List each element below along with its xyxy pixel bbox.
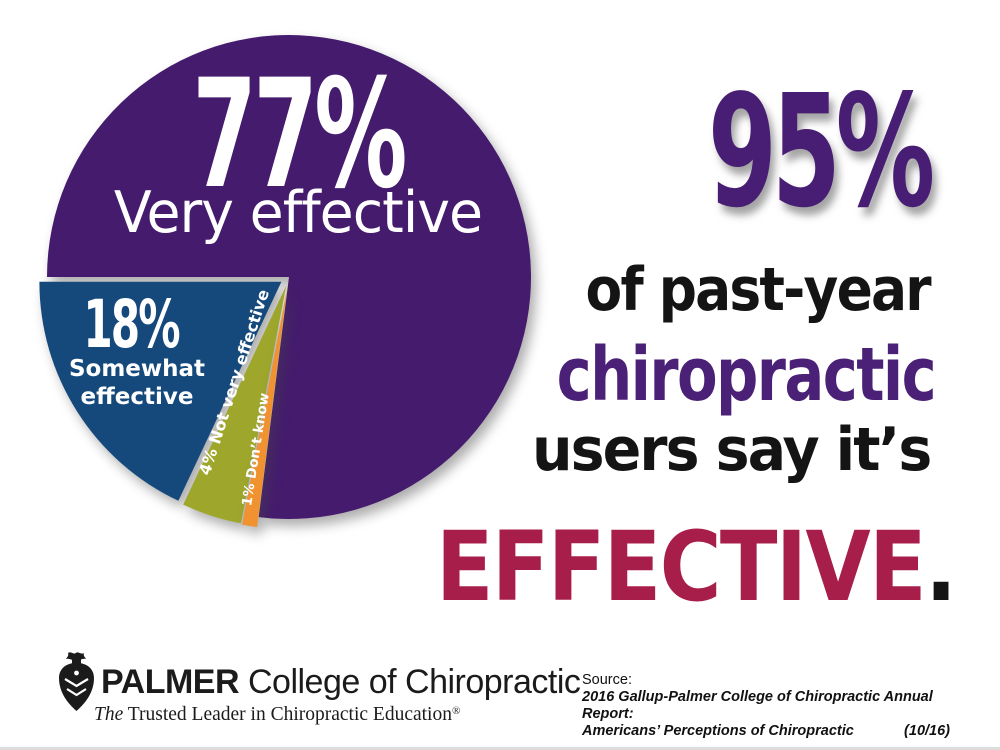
source-report-subtitle-row: Americans’ Perceptions of Chiropractic (…: [582, 723, 950, 740]
tagline-text: Trusted Leader in Chiropractic Education: [123, 704, 452, 725]
registered-mark: ®: [451, 705, 461, 717]
bottom-edge-strip: [0, 747, 1000, 750]
pie-slice-very-effective: [47, 35, 531, 520]
pie-label-77-pct: 77%: [192, 48, 407, 222]
source-date: (10/16): [904, 722, 950, 739]
pie-slice-not-very-effective: [183, 285, 287, 524]
palmer-tagline: The Trusted Leader in Chiropractic Educa…: [94, 705, 460, 725]
source-report-subtitle: Americans’ Perceptions of Chiropractic: [582, 722, 854, 739]
source-label: Source:: [582, 672, 632, 688]
pie-label-somewhat-effective: Somewhat effective: [53, 355, 221, 411]
palmer-crest-icon: [59, 652, 94, 711]
headline-line-chiropractic: chiropractic: [556, 332, 937, 418]
palmer-logo-rest: College of Chiropractic: [239, 663, 581, 701]
pie-slice-dont-know: [242, 286, 288, 527]
headline-line-users-say-its: users say it’s: [531, 415, 932, 485]
headline-line-of-past-year: of past-year: [585, 255, 932, 325]
pie-slice-somewhat-effective: [39, 281, 282, 501]
palmer-logo-brand: PALMER: [101, 663, 240, 701]
pie-label-somewhat: Somewhat: [68, 356, 206, 382]
pie-label-effective: effective: [80, 384, 194, 411]
headline-line-effective: EFFECTIVE.: [436, 519, 957, 615]
source-report-title: 2016 Gallup-Palmer College of Chiropract…: [582, 688, 933, 722]
pie-label-18-pct: 18%: [83, 286, 180, 363]
tagline-the: The: [94, 704, 124, 725]
headline-period: .: [924, 511, 957, 623]
source-block: Source: 2016 Gallup-Palmer College of Ch…: [582, 672, 950, 740]
pie-label-very-effective: Very effective: [113, 180, 483, 246]
headline-stat-95-pct: 95%: [707, 61, 935, 242]
headline-effective-word: EFFECTIVE: [435, 511, 927, 623]
palmer-logo-wordmark: PALMER College of Chiropractic: [101, 663, 581, 701]
